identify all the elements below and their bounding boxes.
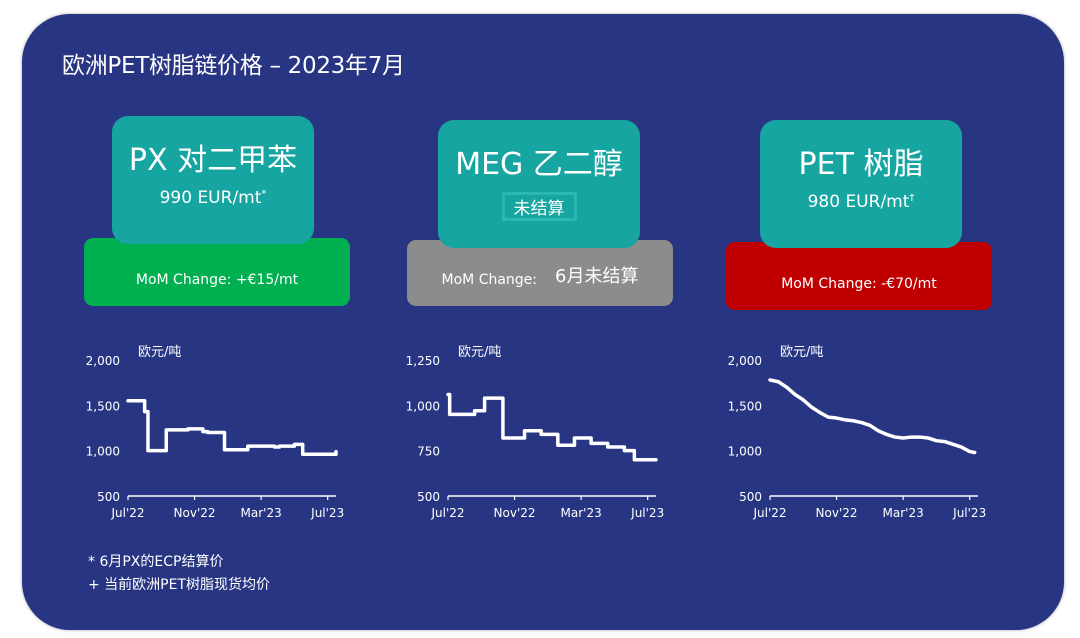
chart-meg: 欧元/吨 500 750 1,000 1,250 Jul'22 Nov'22 Mar'23 Ju… bbox=[406, 345, 665, 520]
mom-change-px: MoM Change: +€15/mt bbox=[84, 238, 350, 306]
y-tick-label: 1,500 bbox=[728, 399, 762, 413]
mom-label: MoM Change: bbox=[441, 272, 538, 288]
product-name: MEG 乙二醇 bbox=[455, 147, 623, 182]
x-tick-label: Nov'22 bbox=[816, 506, 858, 520]
product-header-pet: PET 树脂 980 EUR/mt† bbox=[760, 120, 962, 248]
x-tick-label: Mar'23 bbox=[883, 506, 924, 520]
x-tick-label: Mar'23 bbox=[241, 506, 282, 520]
mom-change-meg: MoM Change: 6月未结算 bbox=[407, 240, 673, 306]
mom-value: 6月未结算 bbox=[555, 266, 639, 287]
x-tick-label: Nov'22 bbox=[494, 506, 536, 520]
product-price: 990 EUR/mt* bbox=[159, 188, 267, 208]
product-name: PET 树脂 bbox=[798, 147, 924, 182]
unit-label: 欧元/吨 bbox=[780, 345, 823, 360]
y-tick-label: 1,000 bbox=[728, 445, 762, 459]
product-header-meg: MEG 乙二醇 未结算 bbox=[438, 120, 640, 248]
chart-pet: 欧元/吨 500 1,000 1,500 2,000 Jul'22 Nov'22 Mar'23… bbox=[728, 345, 987, 520]
x-tick-label: Jul'23 bbox=[630, 506, 664, 520]
footnote-pet: + 当前欧洲PET树脂现货均价 bbox=[88, 577, 271, 593]
unit-label: 欧元/吨 bbox=[138, 345, 181, 360]
x-tick-label: Jul'22 bbox=[110, 506, 144, 520]
x-tick-label: Jul'22 bbox=[752, 506, 786, 520]
mom-label: MoM Change: +€15/mt bbox=[135, 272, 299, 288]
y-tick-label: 500 bbox=[97, 490, 120, 504]
product-header-px: PX 对二甲苯 990 EUR/mt* bbox=[112, 116, 314, 244]
mom-change-pet: MoM Change: -€70/mt bbox=[726, 242, 992, 310]
mom-label: MoM Change: -€70/mt bbox=[781, 276, 937, 292]
y-tick-label: 500 bbox=[739, 490, 762, 504]
y-tick-label: 1,250 bbox=[406, 354, 440, 368]
x-tick-label: Jul'22 bbox=[430, 506, 464, 520]
series-line bbox=[446, 392, 658, 462]
product-price: 980 EUR/mt† bbox=[807, 192, 915, 212]
y-tick-label: 1,500 bbox=[86, 399, 120, 413]
x-tick-label: Jul'23 bbox=[952, 506, 986, 520]
series-line bbox=[126, 399, 338, 457]
product-price: 未结算 bbox=[438, 192, 640, 221]
y-tick-label: 2,000 bbox=[728, 354, 762, 368]
y-tick-label: 500 bbox=[417, 490, 440, 504]
y-tick-label: 1,000 bbox=[86, 445, 120, 459]
y-tick-label: 1,000 bbox=[406, 399, 440, 413]
page-title: 欧洲PET树脂链价格 – 2023年7月 bbox=[62, 53, 405, 79]
y-tick-label: 750 bbox=[417, 445, 440, 459]
footnote-px: * 6月PX的ECP结算价 bbox=[88, 554, 224, 570]
main-panel bbox=[22, 14, 1064, 630]
unit-label: 欧元/吨 bbox=[458, 345, 501, 360]
series-line bbox=[768, 378, 977, 455]
chart-px: 欧元/吨 500 1,000 1,500 2,000 Jul'22 Nov'22 Mar'23… bbox=[86, 345, 345, 520]
x-tick-label: Mar'23 bbox=[561, 506, 602, 520]
y-tick-label: 2,000 bbox=[86, 354, 120, 368]
x-tick-label: Jul'23 bbox=[310, 506, 344, 520]
product-name: PX 对二甲苯 bbox=[128, 143, 298, 178]
x-tick-label: Nov'22 bbox=[174, 506, 216, 520]
